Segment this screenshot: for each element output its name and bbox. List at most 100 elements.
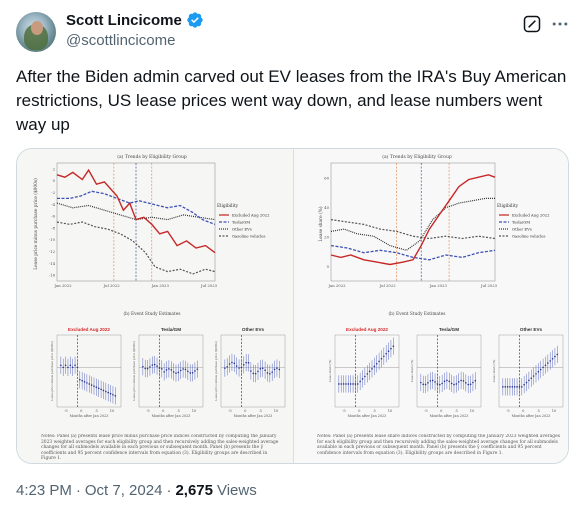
estimate-point <box>191 372 194 374</box>
event-x-tick: 0 <box>244 409 247 413</box>
estimate-point <box>254 372 257 375</box>
estimate-point <box>535 373 537 375</box>
estimate-point <box>69 364 72 367</box>
estimate-point <box>504 386 507 388</box>
more-options-icon[interactable] <box>550 14 570 34</box>
estimate-point <box>112 393 114 396</box>
left-legend: Excluded Aug 2022 Tesla/GM Other EVs Gasoli… <box>219 212 270 238</box>
y-tick-label: -2 <box>51 190 55 195</box>
y-tick-label: -12 <box>49 249 56 254</box>
estimate-point <box>345 383 347 385</box>
estimate-point <box>271 371 273 373</box>
y-tick-label: 0 <box>53 178 56 183</box>
estimate-point <box>513 386 516 388</box>
author-name[interactable]: Scott Lincicome <box>66 11 182 29</box>
estimate-point <box>443 380 446 383</box>
event-x-tick: -5 <box>506 409 510 413</box>
estimate-point <box>264 369 266 372</box>
estimate-point <box>95 386 98 388</box>
estimate-point <box>549 360 551 362</box>
grok-icon[interactable] <box>522 14 542 34</box>
estimate-point <box>366 373 369 375</box>
left-figure-bg <box>17 149 293 463</box>
estimate-point <box>455 383 458 385</box>
estimate-point <box>76 366 79 369</box>
verified-badge-icon <box>187 12 203 28</box>
y-tick-label: 20 <box>324 234 329 239</box>
event-x-label: Months after Jan 2023 <box>70 414 109 418</box>
event-subplot-frame <box>56 334 122 408</box>
estimate-point <box>74 364 76 367</box>
event-subplot-frame <box>220 334 286 408</box>
estimate-point <box>252 372 255 375</box>
estimate-point <box>380 357 383 360</box>
right-panel-b-title: (b) Event Study Estimates <box>389 312 446 317</box>
legend-label: Excluded Aug 2022 <box>232 212 270 217</box>
tweet-time[interactable]: 4:23 PM <box>16 482 72 499</box>
left-main-chart: 2 0 -2 -4 -6 -8 -10 -12 -14 -16 Jan 2022 Jul 2022 Ja… <box>49 162 218 288</box>
event-subplot-frame <box>498 334 564 408</box>
estimate-point <box>228 363 231 365</box>
legend-label: Gasoline vehicles <box>232 233 265 238</box>
event-x-tick: -5 <box>424 409 428 413</box>
estimate-point <box>109 392 112 395</box>
author-handle[interactable]: @scottlincicome <box>66 32 176 49</box>
y-tick-label: 2 <box>53 166 56 171</box>
tweet-media-image[interactable]: (a) Trends by Eligibility Group Lease pr… <box>16 148 569 464</box>
estimate-point <box>238 367 240 369</box>
event-x-tick: 5 <box>456 409 459 413</box>
meta-separator-2: · <box>166 482 172 499</box>
estimate-point <box>424 383 427 386</box>
tweet-header: Scott Lincicome @scottlincicome <box>16 8 570 56</box>
event-x-tick: 10 <box>470 409 475 413</box>
left-y-axis-label: Lease price minus purchase price ($000s) <box>34 178 39 270</box>
estimate-point <box>551 357 554 360</box>
estimate-point <box>165 369 168 371</box>
estimate-point <box>196 368 199 370</box>
estimate-point <box>226 365 229 368</box>
right-main-chart: 60 40 20 0 Jan 2022 Jul 2022 Jan 2023 Jul 2023 <box>324 162 498 288</box>
estimate-point <box>383 355 385 358</box>
estimate-point <box>266 372 269 374</box>
estimate-point <box>436 383 439 385</box>
estimate-point <box>163 371 165 373</box>
x-tick-label: Jan 2023 <box>429 283 448 288</box>
x-tick-label: Jul 2022 <box>103 283 121 288</box>
y-tick-label: 40 <box>324 205 329 210</box>
estimate-point <box>93 385 95 387</box>
estimate-point <box>528 379 530 382</box>
right-figure-note: Notes: Panel (a) presents lease share in… <box>317 434 560 456</box>
plot-frame <box>330 162 496 282</box>
estimate-point <box>231 361 233 364</box>
y-tick-label: -4 <box>51 202 55 207</box>
estimate-point <box>427 382 429 384</box>
tweet-text: After the Biden admin carved out EV leas… <box>16 67 567 134</box>
estimate-point <box>62 366 65 369</box>
estimate-point <box>259 368 262 370</box>
estimate-point <box>448 380 451 383</box>
estimate-point <box>390 347 392 350</box>
estimate-point <box>462 380 465 382</box>
estimate-point <box>240 366 243 369</box>
tweet-date[interactable]: Oct 7, 2024 <box>84 482 163 499</box>
tweet-meta: 4:23 PM · Oct 7, 2024 · 2,675 Views <box>16 482 257 499</box>
event-y-label: Lease price minus purchase price ($000s) <box>50 341 54 401</box>
event-x-tick: -5 <box>64 409 68 413</box>
estimate-point <box>261 367 264 370</box>
estimate-point <box>340 383 343 385</box>
estimate-point <box>235 365 238 367</box>
estimate-point <box>420 381 422 384</box>
estimate-point <box>97 387 100 390</box>
estimate-point <box>102 389 105 392</box>
estimate-point <box>189 372 191 374</box>
series-excluded <box>330 174 496 266</box>
estimate-point <box>542 366 544 369</box>
event-x-tick: 5 <box>96 409 99 413</box>
avatar[interactable] <box>16 12 56 52</box>
estimate-point <box>371 368 373 370</box>
estimate-point <box>354 383 357 385</box>
event-x-tick: 5 <box>374 409 377 413</box>
estimate-point <box>530 377 533 379</box>
estimate-point <box>460 379 462 382</box>
estimate-point <box>153 363 156 366</box>
